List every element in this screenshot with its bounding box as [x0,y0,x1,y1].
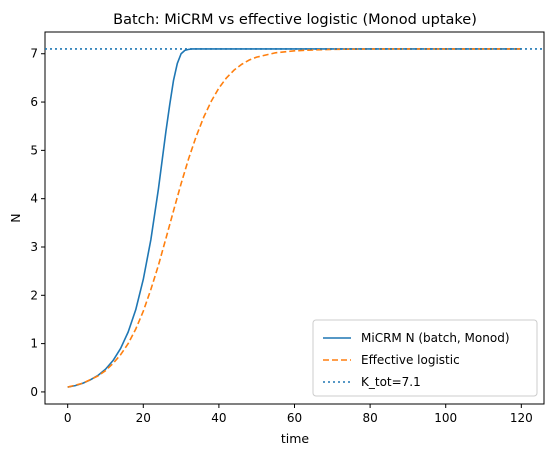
y-axis: 0 1 2 3 4 5 6 7 [30,47,45,399]
legend-label-0: MiCRM N (batch, Monod) [361,331,510,345]
y-tick-label: 0 [30,385,38,399]
y-tick-label: 3 [30,240,38,254]
legend-label-2: K_tot=7.1 [361,375,421,389]
x-axis: 0 20 40 60 80 100 120 [64,404,533,425]
legend-label-1: Effective logistic [361,353,460,367]
x-tick-label: 40 [211,411,226,425]
series-layer [45,48,544,388]
y-tick-label: 7 [30,47,38,61]
x-tick-label: 80 [362,411,377,425]
x-tick-label: 0 [64,411,72,425]
x-tick-label: 20 [136,411,151,425]
legend-box [312,319,538,397]
chart-title: Batch: MiCRM vs effective logistic (Mono… [113,12,477,28]
x-axis-label: time [281,431,310,446]
y-tick-label: 6 [30,95,38,109]
legend: MiCRM N (batch, Monod) Effective logistic… [312,319,538,397]
series-line-1 [67,48,522,388]
y-tick-label: 5 [30,143,38,157]
x-tick-label: 60 [287,411,302,425]
y-tick-label: 4 [30,192,38,206]
y-tick-label: 2 [30,288,38,302]
y-tick-label: 1 [30,337,38,351]
y-axis-label: N [8,213,23,222]
x-tick-label: 100 [434,411,457,425]
x-tick-label: 120 [510,411,533,425]
